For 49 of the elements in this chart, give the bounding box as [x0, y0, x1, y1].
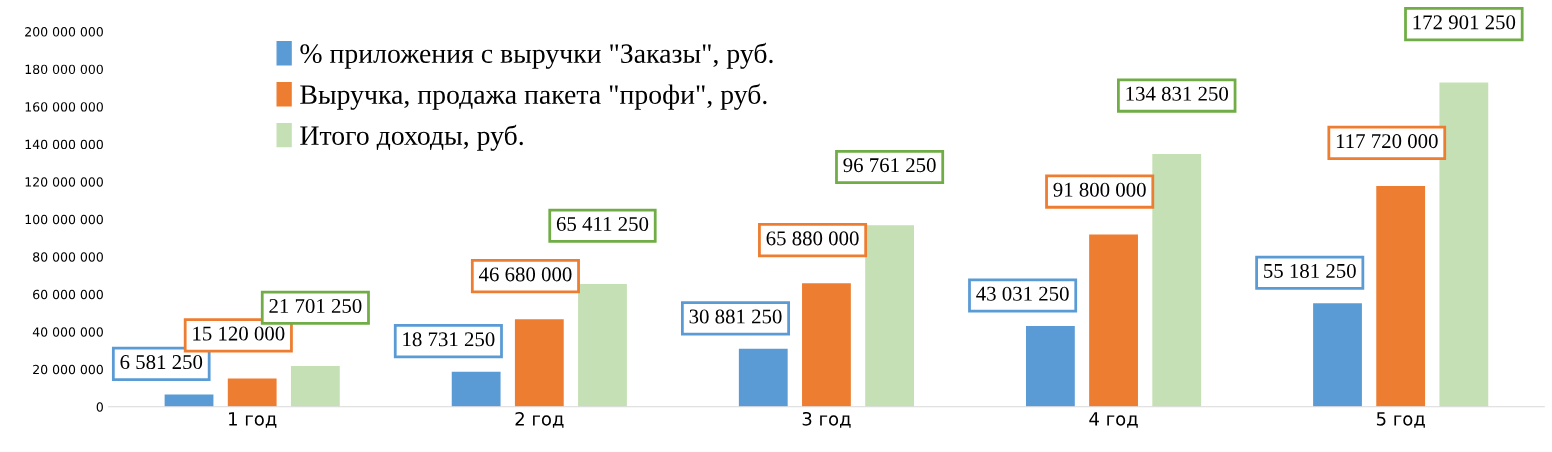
data-label: 30 881 250 — [689, 309, 782, 324]
x-tick-label: 3 год — [802, 411, 851, 428]
bar — [738, 348, 788, 407]
bar — [227, 378, 277, 407]
y-tick-label: 100 000 000 — [25, 214, 103, 225]
bar — [1152, 153, 1202, 407]
x-tick-label: 5 год — [1376, 412, 1425, 428]
data-label: 55 181 250 — [1264, 263, 1356, 278]
bar — [1313, 303, 1362, 407]
bar — [290, 366, 340, 407]
bar — [1025, 326, 1075, 407]
bar — [1439, 82, 1489, 407]
x-tick-label: 4 год — [1089, 412, 1138, 428]
bar — [451, 371, 501, 407]
bar — [514, 319, 564, 407]
bar — [1089, 234, 1138, 407]
data-label: 6 581 250 — [120, 355, 203, 370]
y-tick-label: 140 000 000 — [25, 139, 103, 150]
bar — [164, 394, 214, 407]
data-label: 65 880 000 — [766, 231, 859, 246]
y-tick-label: 20 000 000 — [33, 364, 103, 375]
legend-label: Выручка, продажа пакета "профи", руб. — [300, 83, 767, 110]
data-label: 117 720 000 — [1336, 134, 1438, 149]
y-tick-label: 60 000 000 — [33, 289, 103, 300]
y-tick-label: 180 000 000 — [25, 64, 103, 75]
bar — [578, 284, 627, 407]
data-label: 18 731 250 — [403, 332, 495, 347]
data-label: 15 120 000 — [193, 326, 285, 341]
data-label: 21 701 250 — [269, 298, 362, 313]
y-tick-label: 80 000 000 — [33, 252, 103, 262]
data-label: 96 761 250 — [843, 158, 936, 173]
y-tick-label: 200 000 000 — [25, 27, 103, 37]
y-tick-label: 0 — [96, 402, 103, 412]
legend-label: Итого доходы, руб. — [300, 124, 523, 151]
y-tick-label: 160 000 000 — [25, 102, 103, 112]
data-label: 134 831 250 — [1126, 86, 1229, 101]
y-tick-label: 120 000 000 — [25, 177, 103, 187]
legend-label: % приложения с выручки "Заказы", руб. — [300, 42, 773, 69]
bar — [865, 225, 915, 407]
y-tick-label: 40 000 000 — [32, 327, 103, 337]
data-label: 91 800 000 — [1053, 182, 1146, 197]
data-label: 172 901 250 — [1413, 15, 1516, 30]
x-tick-label: 2 год — [515, 411, 564, 428]
x-tick-label: 1 год — [229, 412, 277, 428]
data-label: 43 031 250 — [976, 286, 1069, 301]
bar — [802, 283, 851, 407]
data-label: 46 680 000 — [478, 267, 572, 282]
data-label: 65 411 250 — [556, 216, 649, 231]
bar — [1376, 185, 1426, 407]
